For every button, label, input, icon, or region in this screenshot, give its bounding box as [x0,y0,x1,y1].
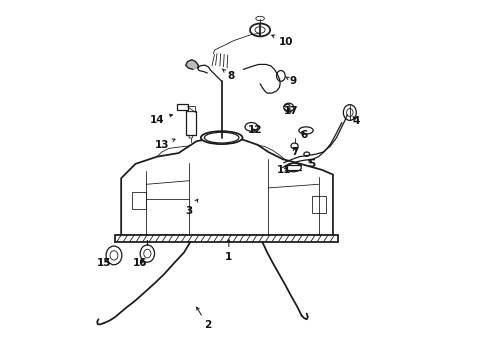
Polygon shape [121,138,333,236]
Text: 8: 8 [222,69,234,81]
Ellipse shape [207,133,237,142]
Ellipse shape [204,132,239,143]
Ellipse shape [250,23,270,36]
Ellipse shape [299,127,313,134]
Bar [132,192,146,210]
Ellipse shape [144,249,151,258]
Text: 4: 4 [353,116,360,126]
Polygon shape [115,235,338,242]
Ellipse shape [245,122,258,131]
Text: 9: 9 [286,76,297,86]
Text: 11: 11 [276,165,291,175]
Ellipse shape [346,109,353,117]
Ellipse shape [140,245,154,262]
Text: 6: 6 [300,130,308,140]
Ellipse shape [343,105,356,120]
Polygon shape [186,60,198,69]
Text: 7: 7 [291,147,298,157]
Text: 15: 15 [97,258,112,268]
Ellipse shape [256,16,265,21]
Bar [313,196,326,213]
Text: 2: 2 [196,307,211,330]
Ellipse shape [255,27,265,33]
Ellipse shape [276,71,285,81]
Ellipse shape [304,152,310,156]
Text: 12: 12 [248,126,262,135]
Bar [177,104,188,110]
Text: 3: 3 [186,199,198,216]
Text: 1: 1 [225,239,232,262]
Ellipse shape [286,163,301,172]
Text: 16: 16 [133,258,147,268]
Bar [187,107,195,111]
Polygon shape [186,111,196,135]
Text: 10: 10 [272,35,294,47]
Ellipse shape [110,251,118,260]
Ellipse shape [106,246,122,265]
Text: 5: 5 [308,159,315,169]
Ellipse shape [291,143,298,149]
Text: 13: 13 [154,139,175,150]
Ellipse shape [284,103,294,112]
Text: 17: 17 [284,106,298,116]
Text: 14: 14 [150,114,172,125]
Ellipse shape [201,131,243,144]
